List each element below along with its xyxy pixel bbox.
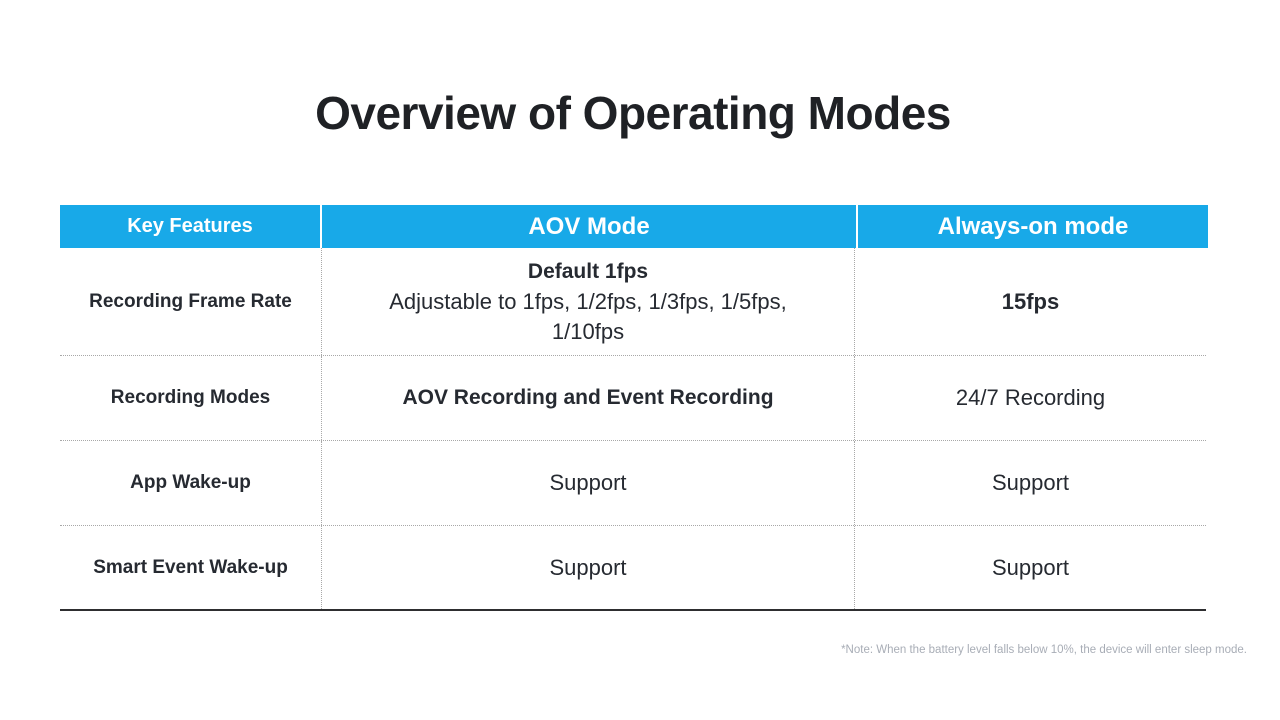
table-body: Recording Frame Rate Default 1fps Adjust… (60, 248, 1206, 611)
cell-aov-value: Support (321, 441, 855, 525)
page-title: Overview of Operating Modes (315, 87, 951, 139)
cell-aov-value-line2: Adjustable to 1fps, 1/2fps, 1/3fps, 1/5f… (389, 288, 787, 314)
cell-feature-label: App Wake-up (130, 472, 251, 493)
cell-feature-label: Recording Frame Rate (89, 290, 292, 312)
cell-feature-label: Recording Modes (110, 387, 271, 408)
cell-aov-value-bold-line: Default 1fps (527, 259, 649, 283)
cell-aov-value-line3: 1/10fps (551, 318, 625, 344)
cell-aov-value: Support (321, 526, 855, 609)
cell-always-on-value: Support (991, 554, 1070, 580)
cell-aov-value: AOV Recording and Event Recording (321, 356, 855, 440)
table-row-smart-event-wake-up: Smart Event Wake-up Support Support (60, 526, 1206, 609)
header-key-features: Key Features (60, 205, 320, 248)
table-row-app-wake-up: App Wake-up Support Support (60, 441, 1206, 526)
header-aov-mode: AOV Mode (322, 205, 856, 248)
operating-modes-table: Key Features AOV Mode Always-on mode Rec… (60, 205, 1208, 611)
table-row-recording-frame-rate: Recording Frame Rate Default 1fps Adjust… (60, 248, 1206, 356)
cell-always-on-value: 24/7 Recording (955, 385, 1106, 410)
header-always-on-mode: Always-on mode (858, 205, 1208, 248)
cell-always-on-value: 15fps (1001, 288, 1060, 314)
cell-feature-label: Smart Event Wake-up (93, 556, 288, 578)
table-header-row: Key Features AOV Mode Always-on mode (60, 205, 1208, 248)
cell-aov-value: Default 1fps Adjustable to 1fps, 1/2fps,… (321, 248, 855, 355)
table-row-recording-modes: Recording Modes AOV Recording and Event … (60, 356, 1206, 441)
cell-always-on-value: Support (991, 470, 1070, 495)
footnote: *Note: When the battery level falls belo… (841, 644, 1247, 656)
